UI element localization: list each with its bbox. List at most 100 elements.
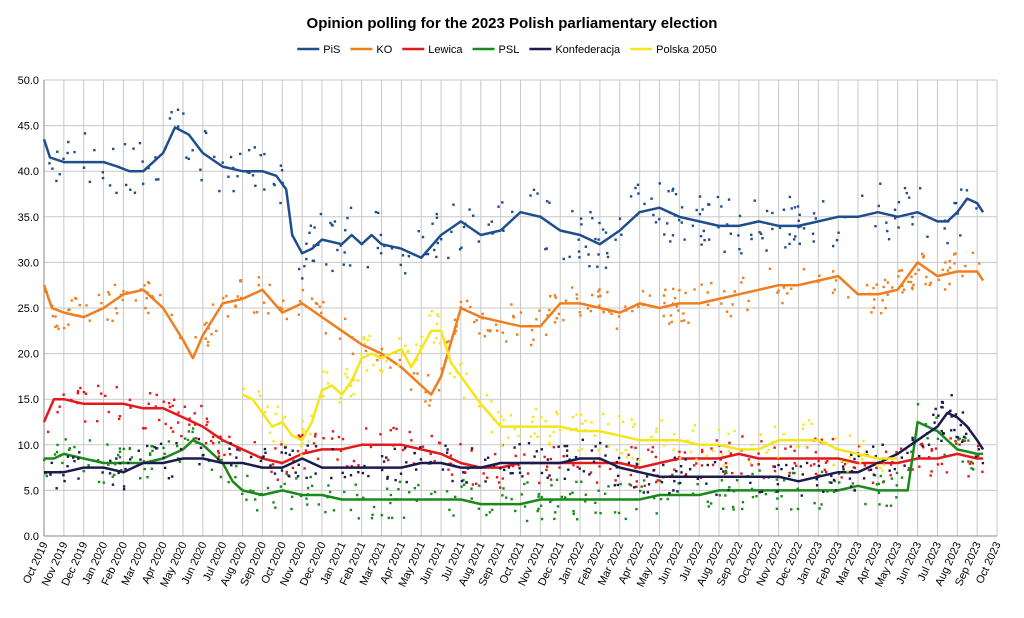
poll-point [117, 417, 121, 421]
poll-point [788, 195, 792, 199]
poll-point [722, 464, 725, 467]
poll-point [780, 467, 783, 471]
poll-point [490, 430, 493, 434]
poll-point [507, 466, 511, 469]
poll-point [715, 493, 718, 496]
poll-point [210, 439, 213, 443]
poll-point [879, 311, 883, 315]
poll-point [546, 476, 549, 479]
poll-point [219, 435, 222, 438]
poll-point [452, 203, 455, 206]
poll-point [253, 440, 256, 444]
poll-point [572, 509, 575, 513]
poll-point [921, 444, 924, 448]
poll-point [872, 445, 875, 448]
poll-point [123, 142, 127, 146]
poll-point [523, 453, 526, 456]
poll-point [306, 444, 309, 447]
poll-point [581, 422, 584, 425]
poll-point [898, 269, 901, 273]
poll-point [232, 189, 235, 193]
poll-point [415, 358, 419, 362]
poll-point [87, 464, 90, 467]
poll-point [834, 489, 838, 492]
poll-point [549, 500, 552, 504]
poll-point [637, 192, 640, 195]
poll-point [259, 154, 262, 157]
poll-point [313, 435, 317, 438]
poll-point [853, 466, 857, 470]
poll-point [138, 141, 142, 145]
poll-point [740, 252, 743, 255]
poll-point [257, 390, 261, 393]
poll-point [78, 303, 81, 307]
poll-point [618, 217, 622, 220]
trend-line [42, 126, 985, 260]
poll-point [440, 367, 443, 370]
poll-point [954, 439, 957, 443]
poll-point [675, 305, 678, 308]
poll-point [177, 125, 180, 128]
poll-point [397, 487, 400, 491]
poll-point [343, 251, 346, 254]
poll-point [115, 312, 119, 315]
poll-point [406, 350, 409, 354]
poll-point [303, 467, 306, 470]
poll-point [595, 481, 599, 484]
poll-point [349, 508, 353, 512]
poll-point [101, 171, 104, 174]
poll-point [509, 472, 512, 475]
poll-point [177, 411, 180, 414]
y-tick-label: 0.0 [24, 531, 39, 543]
poll-point [146, 476, 149, 479]
poll-point [725, 223, 729, 226]
poll-point [74, 296, 77, 300]
poll-point [401, 254, 405, 257]
poll-point [592, 460, 596, 463]
poll-point [862, 477, 866, 480]
poll-point [88, 439, 92, 442]
poll-point [555, 410, 558, 414]
poll-point [56, 411, 59, 414]
poll-point [768, 267, 772, 271]
poll-point [362, 336, 366, 339]
poll-point [663, 233, 666, 236]
series-pis [42, 108, 985, 280]
poll-point [167, 440, 171, 443]
poll-point [387, 516, 391, 520]
poll-point [438, 342, 442, 345]
poll-point [49, 473, 52, 476]
poll-point [790, 508, 793, 511]
poll-point [389, 366, 392, 369]
poll-point [814, 217, 817, 220]
poll-point [691, 492, 695, 495]
poll-point [823, 468, 827, 472]
poll-point [589, 309, 593, 313]
poll-point [663, 301, 666, 305]
poll-point [371, 513, 374, 517]
poll-point [847, 296, 850, 299]
poll-point [753, 199, 756, 202]
poll-point [775, 507, 779, 510]
poll-point [646, 491, 650, 494]
poll-point [599, 294, 602, 298]
poll-point [301, 288, 305, 292]
trend-line [44, 420, 984, 506]
poll-point [389, 501, 392, 505]
poll-point [671, 234, 675, 237]
poll-point [548, 474, 551, 477]
poll-point [636, 183, 640, 187]
poll-point [115, 457, 118, 460]
poll-point [316, 457, 320, 461]
poll-point [885, 221, 888, 224]
poll-point [650, 435, 653, 439]
poll-point [555, 317, 558, 320]
poll-point [677, 309, 680, 312]
poll-point [382, 460, 386, 463]
poll-point [961, 411, 965, 414]
poll-point [199, 168, 202, 171]
poll-point [128, 446, 132, 450]
series-layer [42, 108, 985, 523]
poll-point [771, 211, 774, 215]
